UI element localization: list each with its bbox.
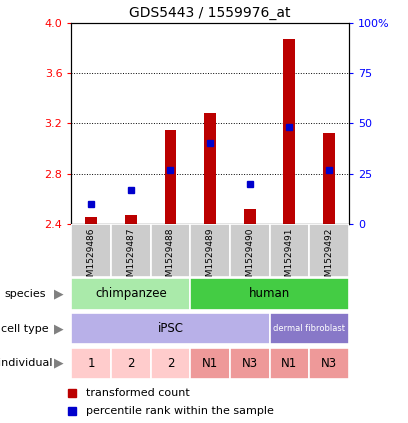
Text: species: species — [4, 289, 46, 299]
Text: GSM1529488: GSM1529488 — [166, 228, 175, 288]
Text: GSM1529492: GSM1529492 — [324, 228, 333, 288]
Bar — [111, 348, 151, 379]
Bar — [151, 224, 190, 277]
Bar — [244, 209, 256, 224]
Bar — [71, 224, 111, 277]
Text: human: human — [249, 288, 290, 300]
Text: 2: 2 — [127, 357, 135, 370]
Bar — [309, 348, 349, 379]
Bar — [270, 224, 309, 277]
Bar — [270, 313, 349, 344]
Text: ▶: ▶ — [54, 357, 63, 370]
Bar — [190, 278, 349, 310]
Text: ▶: ▶ — [54, 322, 63, 335]
Text: GSM1529487: GSM1529487 — [126, 228, 135, 288]
Text: GSM1529491: GSM1529491 — [285, 228, 294, 288]
Bar — [190, 224, 230, 277]
Bar — [270, 348, 309, 379]
Text: cell type: cell type — [1, 324, 49, 334]
Bar — [164, 129, 176, 224]
Text: 1: 1 — [87, 357, 95, 370]
Text: transformed count: transformed count — [86, 387, 190, 398]
Text: percentile rank within the sample: percentile rank within the sample — [86, 406, 274, 416]
Bar — [204, 113, 216, 224]
Text: N3: N3 — [321, 357, 337, 370]
Text: iPSC: iPSC — [157, 322, 184, 335]
Bar — [111, 224, 151, 277]
Bar — [85, 217, 97, 224]
Bar — [230, 224, 270, 277]
Text: N3: N3 — [242, 357, 258, 370]
Bar — [151, 348, 190, 379]
Text: N1: N1 — [281, 357, 297, 370]
Bar — [190, 348, 230, 379]
Bar — [309, 224, 349, 277]
Bar — [125, 215, 137, 224]
Text: individual: individual — [0, 358, 52, 368]
Text: GSM1529486: GSM1529486 — [87, 228, 96, 288]
Text: chimpanzee: chimpanzee — [95, 288, 167, 300]
Text: 2: 2 — [167, 357, 174, 370]
Bar — [323, 133, 335, 224]
Bar — [71, 348, 111, 379]
Bar — [230, 348, 270, 379]
Text: N1: N1 — [202, 357, 218, 370]
Bar — [71, 313, 270, 344]
Text: GSM1529490: GSM1529490 — [245, 228, 254, 288]
Title: GDS5443 / 1559976_at: GDS5443 / 1559976_at — [129, 6, 291, 20]
Text: GSM1529489: GSM1529489 — [206, 228, 215, 288]
Text: ▶: ▶ — [54, 288, 63, 300]
Text: dermal fibroblast: dermal fibroblast — [273, 324, 345, 333]
Bar — [71, 278, 190, 310]
Bar — [284, 39, 295, 224]
